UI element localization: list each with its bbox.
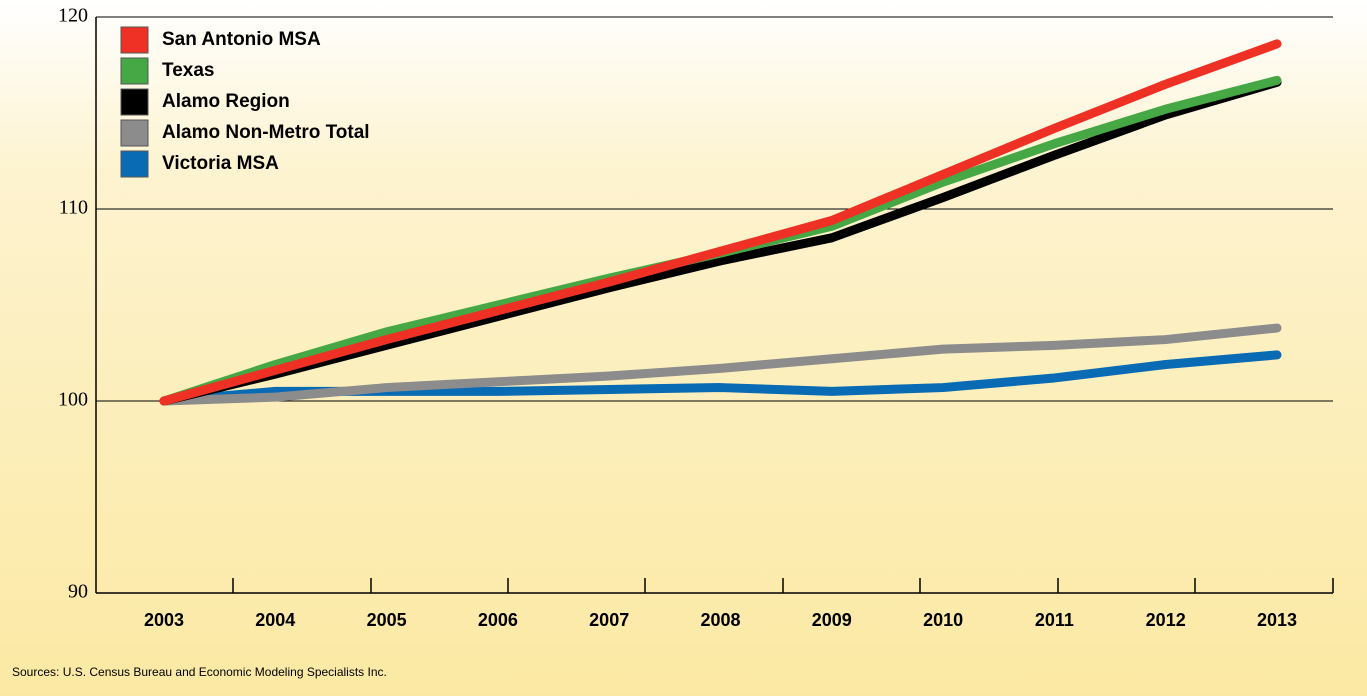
x-tick-label: 2013 bbox=[1257, 610, 1297, 630]
legend-label: Texas bbox=[162, 60, 214, 81]
x-tick-label: 2012 bbox=[1146, 610, 1186, 630]
x-axis-ticks bbox=[232, 578, 1334, 593]
series-line bbox=[159, 323, 1282, 406]
legend-label: Alamo Region bbox=[162, 91, 290, 112]
legend-swatch bbox=[120, 57, 149, 85]
series-line bbox=[159, 39, 1282, 406]
x-tick-label: 2010 bbox=[923, 610, 963, 630]
y-tick-label: 110 bbox=[59, 197, 88, 219]
legend-label: Victoria MSA bbox=[162, 153, 279, 174]
y-tick-label: 120 bbox=[58, 5, 88, 27]
legend-label: Alamo Non-Metro Total bbox=[162, 122, 370, 143]
series-line bbox=[159, 77, 1282, 406]
legend-swatch bbox=[120, 150, 149, 178]
legend-swatch bbox=[120, 88, 149, 116]
legend-swatch bbox=[120, 26, 149, 54]
y-tick-label: 100 bbox=[58, 389, 88, 411]
x-tick-label: 2008 bbox=[700, 610, 740, 630]
legend-label: San Antonio MSA bbox=[162, 29, 321, 50]
y-tick-label: 90 bbox=[68, 581, 88, 603]
x-tick-label: 2004 bbox=[255, 610, 295, 630]
x-tick-label: 2003 bbox=[144, 610, 184, 630]
legend-swatch bbox=[120, 119, 149, 147]
x-tick-label: 2007 bbox=[589, 610, 629, 630]
source: Sources: U.S. Census Bureau and Economic… bbox=[12, 665, 387, 679]
x-tick-label: 2005 bbox=[367, 610, 407, 630]
x-tick-label: 2009 bbox=[812, 610, 852, 630]
x-tick-label: 2006 bbox=[478, 610, 518, 630]
x-tick-label: 2011 bbox=[1035, 610, 1074, 630]
